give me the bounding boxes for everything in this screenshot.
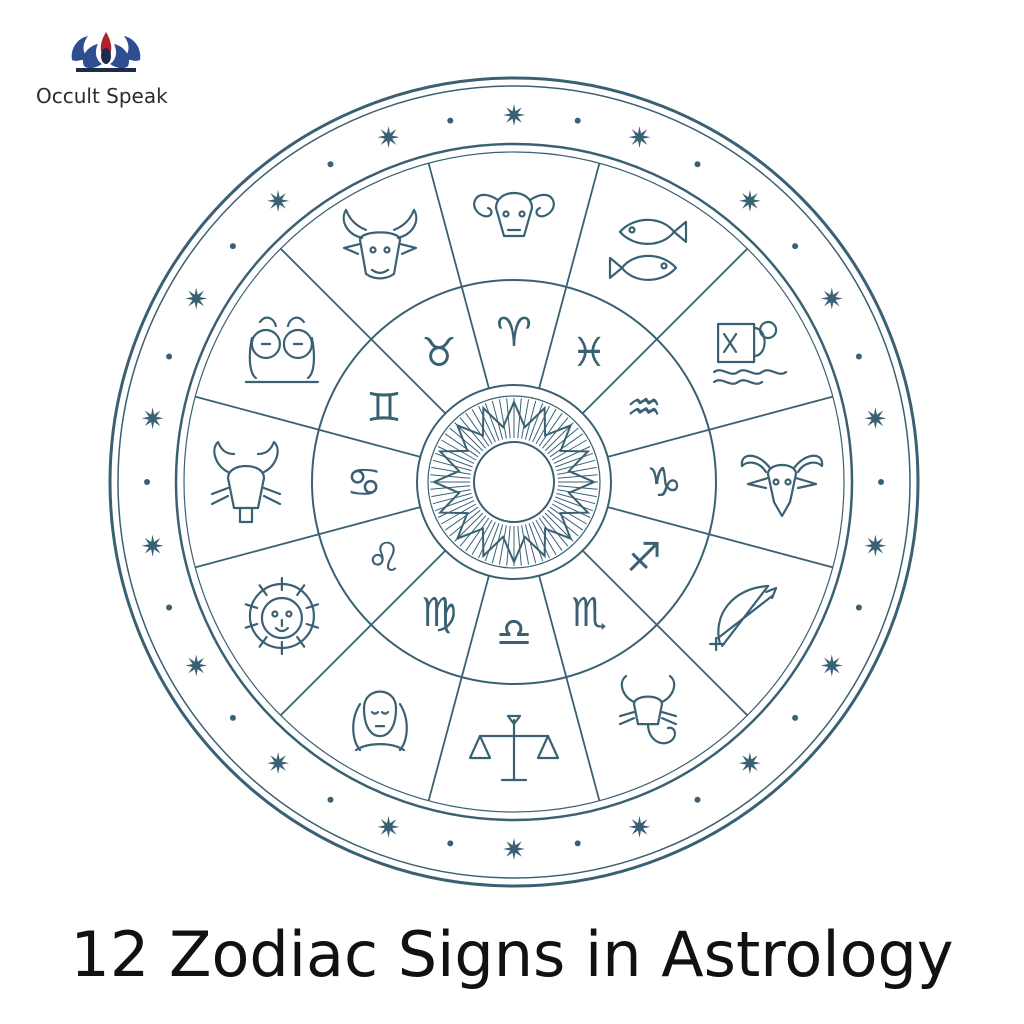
border-star-icon: [377, 126, 400, 149]
border-star-icon: [864, 407, 887, 430]
border-dot: [574, 840, 581, 847]
border-star-icon: [628, 126, 651, 149]
bull-figure-icon: [342, 208, 418, 280]
sector-divider: [538, 162, 601, 389]
zodiac-glyph-goat: ♑: [646, 460, 682, 506]
border-star-icon: [503, 104, 525, 126]
sector-divider: [581, 248, 748, 415]
zodiac-glyph-scorpion: ♏: [571, 590, 607, 636]
border-star-icon: [738, 752, 761, 775]
twins-figure-icon: [244, 316, 319, 384]
goat-figure-icon: [740, 454, 824, 518]
border-star-icon: [185, 287, 208, 310]
border-dot: [694, 796, 701, 803]
border-dot: [574, 117, 581, 124]
divider-lines: [194, 162, 834, 802]
border-star-icon: [267, 752, 290, 775]
border-dot: [792, 714, 799, 721]
sector-divider: [194, 395, 421, 458]
border-star-icon: [377, 815, 400, 838]
border-star-icon: [267, 189, 290, 212]
outer-border-ornaments: [141, 104, 887, 860]
water-bearer-figure-icon: [713, 320, 788, 385]
page-caption: 12 Zodiac Signs in Astrology: [70, 918, 954, 991]
brand-name: Occult Speak: [36, 84, 168, 108]
border-star-icon: [738, 189, 761, 212]
sector-divider: [538, 575, 601, 802]
border-dot: [855, 604, 862, 611]
sign-figure-ring: [210, 192, 824, 782]
maiden-figure-icon: [352, 690, 408, 752]
outer-rings: [108, 76, 920, 888]
sector-divider: [427, 162, 490, 389]
border-dot: [229, 714, 236, 721]
border-dot: [166, 353, 173, 360]
border-star-icon: [185, 654, 208, 677]
border-dot: [792, 243, 799, 250]
fish-figure-icon: [608, 218, 688, 281]
sun-star-icon: [431, 399, 597, 565]
zodiac-glyph-ram: ♈: [496, 310, 532, 356]
sign-glyph-ring: ♈ ♉ ♊ ♋ ♌ ♍ ♎ ♏ ♐ ♑ ♒ ♓: [346, 310, 682, 656]
border-star-icon: [503, 838, 525, 860]
scales-figure-icon: [468, 714, 560, 782]
zodiac-glyph-twins: ♊: [366, 385, 402, 431]
zodiac-glyph-lion: ♌: [366, 535, 402, 581]
zodiac-glyph-water-bearer: ♒: [626, 385, 662, 431]
border-star-icon: [820, 287, 843, 310]
sector-divider: [194, 506, 421, 569]
border-star-icon: [820, 654, 843, 677]
ram-figure-icon: [473, 192, 555, 238]
scorpion-figure-icon: [618, 675, 678, 745]
border-dot: [327, 796, 334, 803]
occult-speak-logo-icon: [71, 32, 141, 72]
border-star-icon: [864, 534, 887, 557]
sector-divider: [581, 549, 748, 716]
sun-rays-icon: [430, 398, 598, 566]
zodiac-glyph-archer: ♐: [626, 535, 662, 581]
border-star-icon: [141, 534, 164, 557]
border-dot: [229, 243, 236, 250]
zodiac-glyph-fish: ♓: [571, 330, 607, 376]
zodiac-wheel: ♈ ♉ ♊ ♋ ♌ ♍ ♎ ♏ ♐ ♑ ♒ ♓: [108, 76, 920, 888]
border-star-icon: [141, 407, 164, 430]
zodiac-glyph-scales: ♎: [496, 610, 532, 656]
brand-logo: Occult Speak: [32, 28, 192, 118]
sector-divider: [427, 575, 490, 802]
lion-figure-icon: [244, 576, 320, 656]
zodiac-glyph-crab: ♋: [346, 460, 382, 506]
border-dot: [327, 161, 334, 168]
border-dot: [447, 117, 454, 124]
archer-figure-icon: [709, 584, 778, 652]
border-dot: [166, 604, 173, 611]
border-dot: [855, 353, 862, 360]
crab-figure-icon: [210, 440, 282, 524]
border-dot: [878, 479, 884, 485]
sector-divider: [280, 248, 447, 415]
border-dot: [144, 479, 150, 485]
zodiac-glyph-bull: ♉: [421, 330, 457, 376]
sector-divider: [607, 395, 834, 458]
border-star-icon: [628, 815, 651, 838]
zodiac-glyph-maiden: ♍: [421, 590, 457, 636]
border-dot: [694, 161, 701, 168]
sector-divider: [607, 506, 834, 569]
sector-divider: [280, 549, 447, 716]
border-dot: [447, 840, 454, 847]
